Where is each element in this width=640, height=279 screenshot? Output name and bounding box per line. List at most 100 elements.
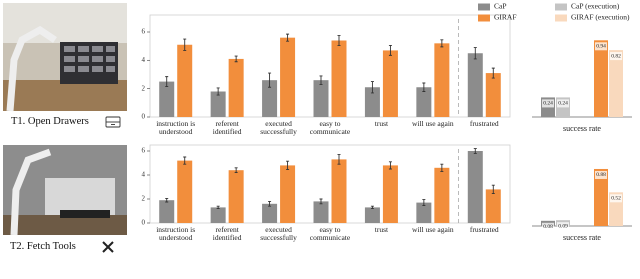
bar [467, 151, 483, 223]
bar [416, 202, 432, 223]
value-label-bg [557, 99, 569, 108]
bar [485, 73, 501, 117]
bar [262, 203, 278, 223]
x-tick-label: trust [374, 119, 389, 128]
y-tick-label: 4 [142, 171, 146, 179]
x-tick-label: executed successfully [260, 119, 297, 137]
x-tick-label: instruction is understood [156, 225, 196, 243]
value-label-bg [557, 222, 569, 231]
error-bar [286, 160, 290, 171]
y-tick-label: 2 [142, 84, 146, 92]
error-bar [422, 82, 426, 92]
bar [159, 81, 175, 117]
error-bar [165, 76, 169, 87]
error-bar [268, 72, 272, 88]
bar [228, 58, 244, 117]
error-bar [370, 205, 374, 210]
bar [280, 165, 296, 223]
legend-swatch [555, 3, 567, 11]
value-label: 0.94 [596, 44, 606, 50]
value-label: 0.08 [543, 224, 553, 230]
error-bar [319, 198, 323, 205]
photo-t1 [3, 3, 127, 112]
bar [382, 50, 398, 117]
value-label-bg [610, 52, 622, 61]
bar [313, 80, 329, 117]
x-tick-label: referent identified [212, 119, 242, 137]
x-tick-label: will use again [412, 119, 454, 128]
bar [210, 91, 226, 117]
x-tick-label: will use again [412, 225, 454, 234]
bar [434, 43, 450, 118]
bar [228, 170, 244, 223]
x-tick-label: instruction is understood [156, 119, 196, 137]
error-bar [337, 35, 341, 46]
error-bar [234, 167, 238, 174]
tools-icon [102, 241, 114, 253]
value-label-bg [542, 99, 554, 108]
y-tick-label: 0 [142, 219, 146, 227]
x-axis-label: success rate [563, 233, 601, 242]
x-tick-label: referent identified [212, 225, 242, 243]
error-bar [491, 184, 495, 195]
bar [159, 200, 175, 223]
bar [609, 50, 623, 118]
error-bar [388, 45, 392, 56]
legend-label: GIRAF (execution) [571, 13, 630, 22]
x-tick-label: trust [374, 225, 389, 234]
error-bar [388, 161, 392, 170]
bar [262, 80, 278, 117]
bar [364, 207, 380, 223]
value-label: 0.88 [596, 172, 606, 178]
error-bar [183, 156, 187, 165]
legend-swatch [555, 14, 567, 22]
legend-label: CaP [494, 2, 507, 11]
error-bar [440, 39, 444, 48]
value-label-bg [595, 42, 607, 51]
y-tick-label: 2 [142, 195, 146, 203]
error-bar [234, 55, 238, 63]
bar [280, 37, 296, 117]
error-bar [440, 163, 444, 172]
value-label-bg [542, 222, 554, 231]
plot-frame [149, 144, 511, 224]
legend-swatch [478, 14, 490, 22]
y-tick-label: 6 [142, 28, 146, 36]
x-tick-label: frustrated [469, 225, 499, 234]
x-tick-label: executed successfully [260, 225, 297, 243]
error-bar [165, 197, 169, 203]
bar [331, 159, 347, 223]
legend-label: GIRAF [494, 13, 517, 22]
error-bar [422, 199, 426, 207]
bar [467, 53, 483, 117]
error-bar [183, 38, 187, 51]
bar [364, 87, 380, 117]
x-axis-label: success rate [563, 124, 601, 133]
plot-frame [149, 14, 511, 118]
bar [485, 189, 501, 223]
error-bar [319, 75, 323, 85]
task-label: T1. Open Drawers [11, 116, 89, 127]
error-bar [491, 67, 495, 79]
error-bar [216, 205, 220, 210]
value-label: 0.24 [558, 101, 568, 107]
task-label: T2. Fetch Tools [10, 241, 76, 252]
bar [416, 87, 432, 117]
value-label-bg [595, 170, 607, 179]
legend-label: CaP (execution) [571, 2, 620, 11]
value-label: 0.09 [558, 223, 568, 229]
bar [210, 207, 226, 223]
value-label: 0.24 [543, 101, 553, 107]
photo-t2 [3, 145, 127, 236]
value-label: 0.52 [611, 196, 621, 202]
bar [313, 201, 329, 223]
y-tick-label: 6 [142, 147, 146, 155]
x-tick-label: frustrated [469, 119, 499, 128]
error-bar [268, 200, 272, 207]
x-tick-label: easy to communicate [309, 119, 351, 137]
error-bar [370, 81, 374, 94]
y-tick-label: 4 [142, 56, 146, 64]
legend-swatch [478, 3, 490, 11]
value-label-bg [610, 194, 622, 203]
